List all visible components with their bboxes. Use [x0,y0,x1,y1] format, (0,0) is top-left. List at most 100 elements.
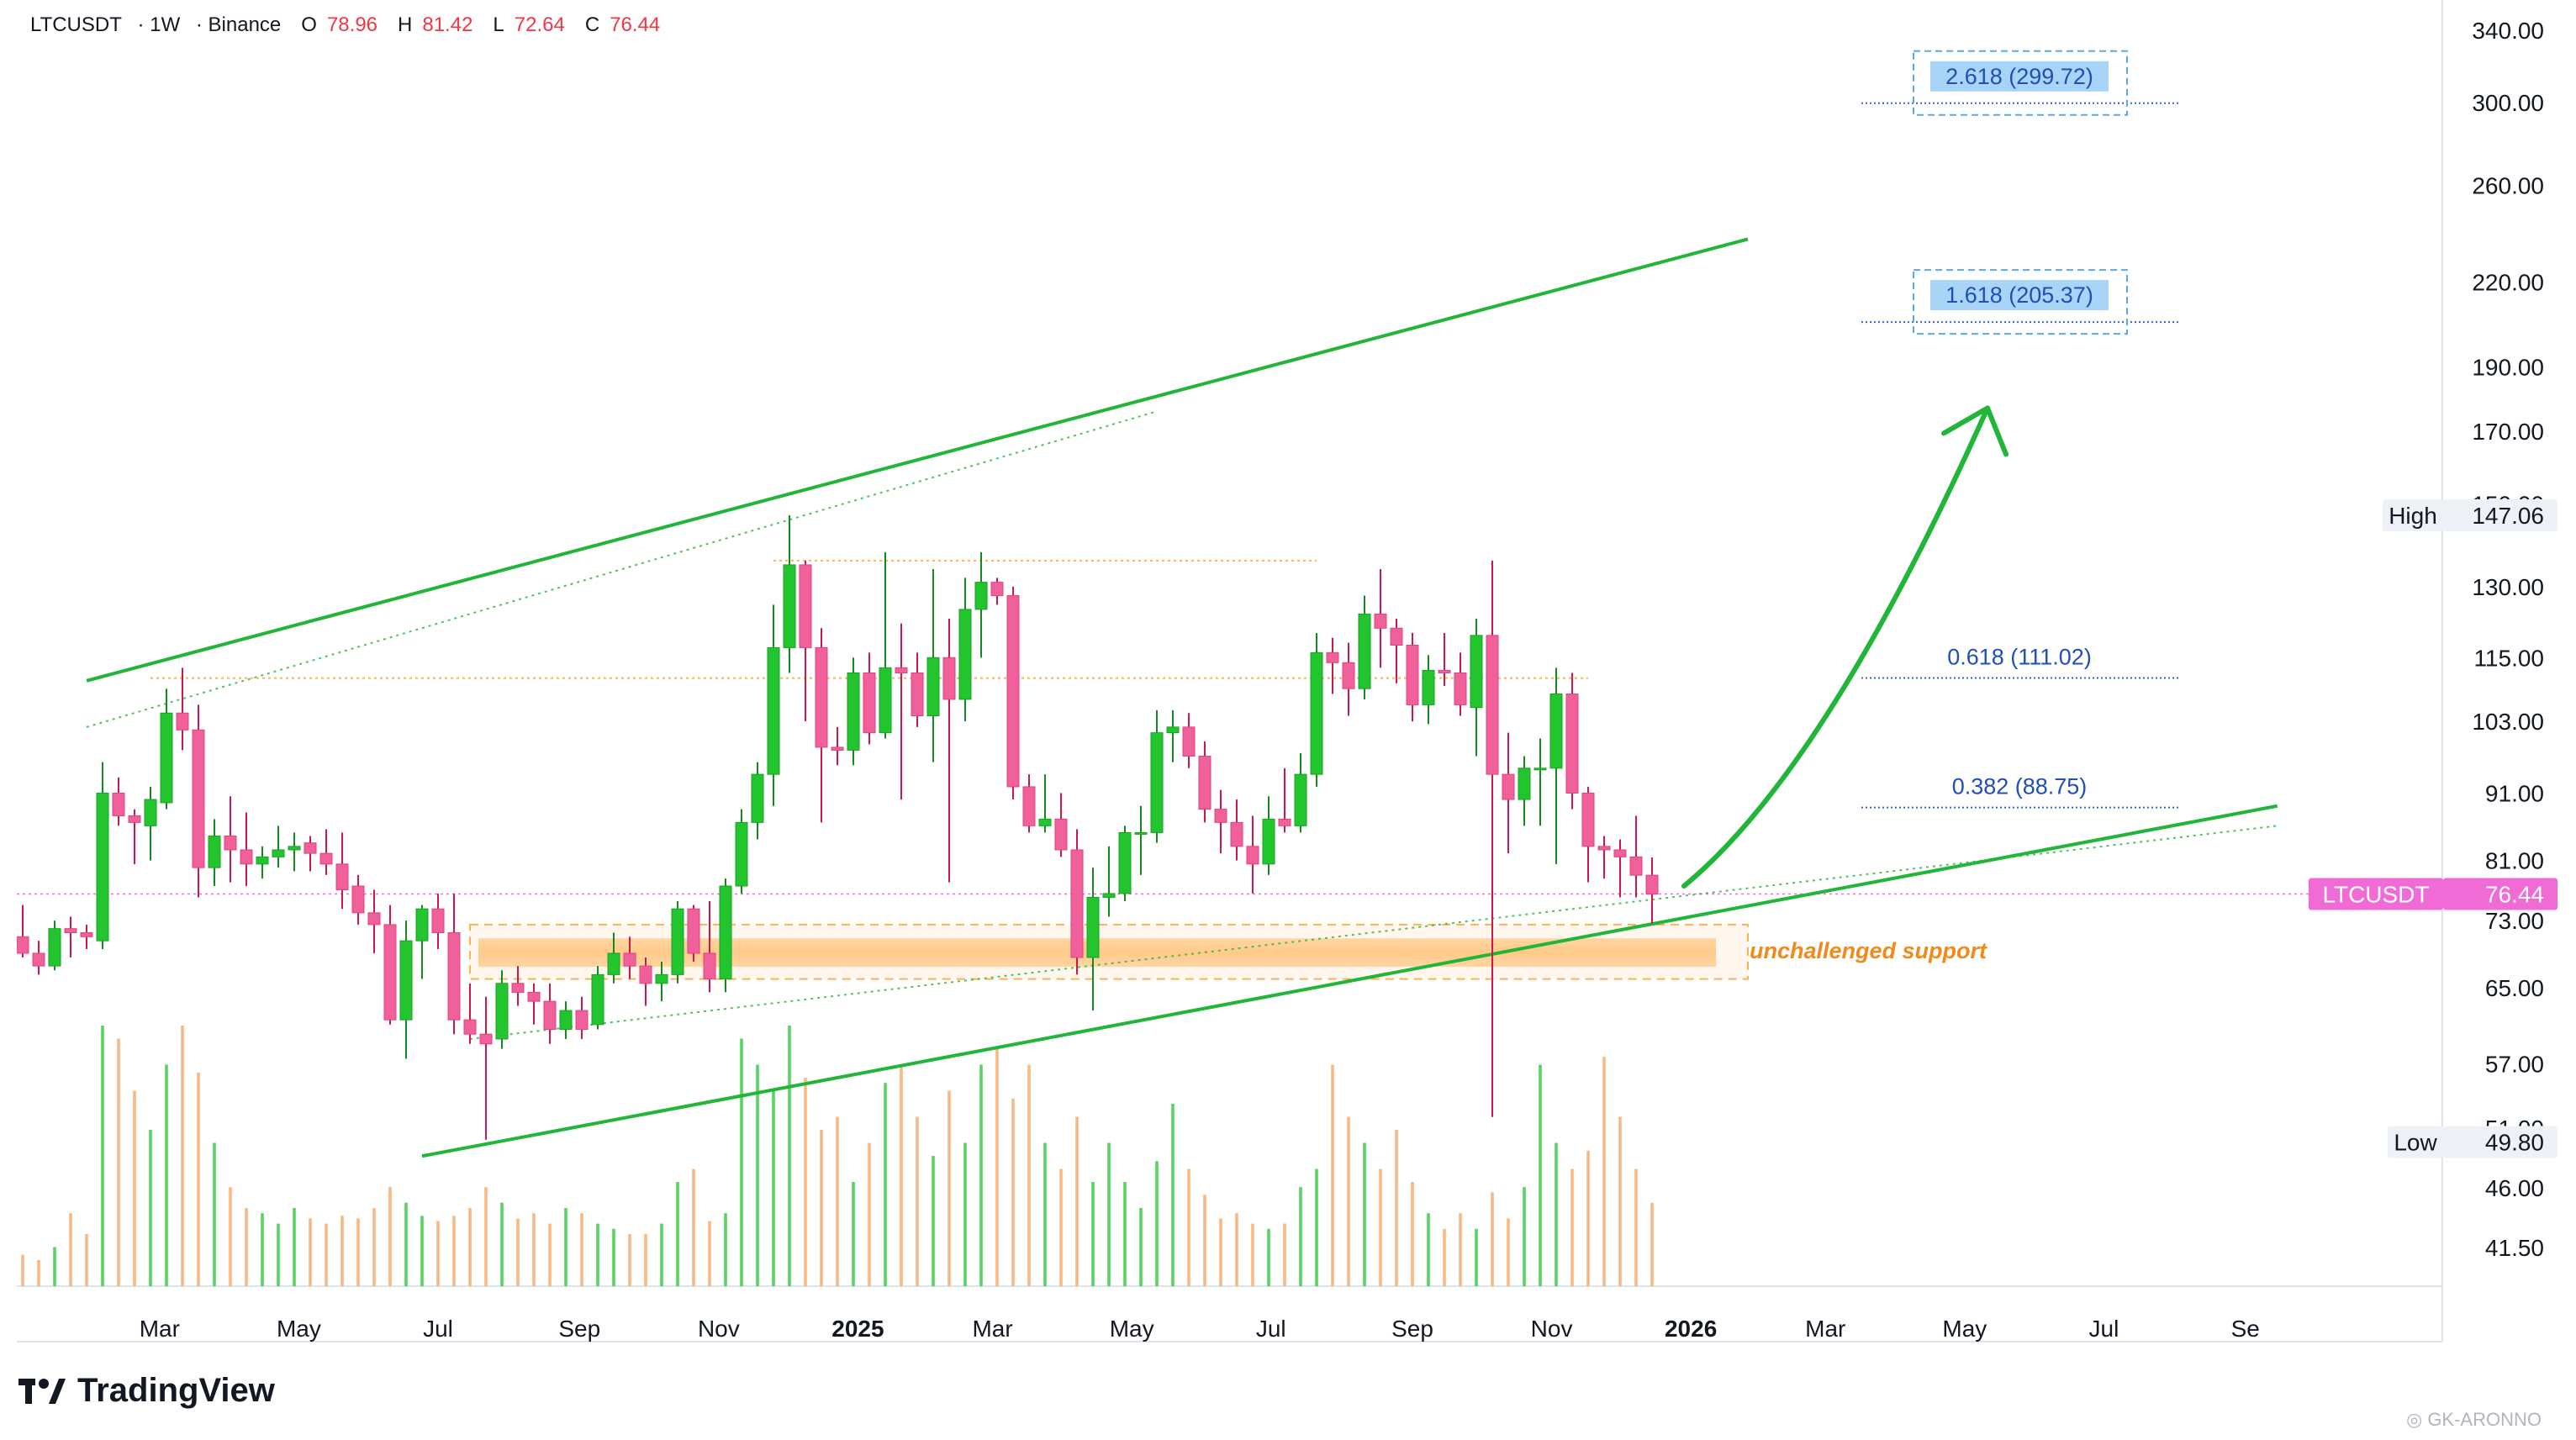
candle-body [1374,613,1387,629]
candle-body [1629,856,1643,876]
candle-body [591,973,604,1026]
candle [1438,632,1451,687]
price-tick-label: 170.00 [2472,419,2544,445]
candle [559,1001,573,1039]
candle-body [719,885,732,980]
volume-bar [293,1208,296,1286]
volume-bar [1235,1213,1238,1286]
volume-bar [1299,1187,1302,1286]
time-tick-label: Sep [1391,1316,1433,1342]
candle [687,905,700,963]
volume-bar [1539,1064,1542,1286]
last-price-tag-value: 76.44 [2485,881,2544,907]
price-tick-label: 220.00 [2472,270,2544,296]
candle-body [479,1033,493,1045]
candle-body [1198,755,1211,810]
volume-bar [1267,1228,1270,1286]
candle [655,962,668,1002]
fib-level: 0.382 (88.75) [1861,774,2181,809]
price-tick-label: 73.00 [2485,908,2544,934]
candle [1182,713,1196,768]
candle-body [319,852,333,865]
volume-bar [53,1247,56,1286]
volume-bar [309,1218,312,1286]
support-zone-label: unchallenged support [1750,938,1987,963]
volume-bar [612,1228,615,1286]
volume-bar [436,1221,440,1286]
candle-body [272,849,285,857]
volume-bar [692,1168,695,1286]
candle-body [1310,651,1323,775]
fib-label: 1.618 (205.37) [1945,282,2093,308]
candle-body [431,908,445,933]
volume-bar [820,1130,823,1286]
candle [1214,789,1227,854]
candle [511,966,525,1006]
volume-bar [1586,1150,1590,1286]
volume-bar [1427,1213,1430,1286]
candle-body [17,936,29,954]
volume-bar [1363,1142,1366,1286]
candle-body [1022,786,1036,826]
candle [17,905,29,957]
candle [1294,752,1307,833]
time-tick-label: Nov [698,1316,740,1342]
candle [240,812,253,886]
time-tick-label: 2025 [831,1316,884,1342]
candle-body [1358,613,1371,689]
candle-body [1502,773,1515,800]
volume-bar [1171,1104,1175,1286]
candle-body [1549,694,1563,769]
candle-body [1613,849,1627,857]
volume-bar [1251,1223,1254,1286]
author-watermark: ◎ GK-ARONNO [2406,1409,2542,1430]
price-tick-label: 260.00 [2472,173,2544,199]
volume-bar [932,1156,935,1286]
time-tick-label: May [1942,1316,1987,1342]
candle-body [847,672,860,751]
volume-bar [404,1202,408,1286]
volume-bar [1507,1218,1510,1286]
candle [176,667,189,751]
candle-body [751,773,764,823]
candle-body [64,928,77,933]
candle [895,623,908,800]
candle-body [575,1010,589,1030]
volume-bar [564,1208,567,1286]
volume-bar [261,1213,264,1286]
volume-bar [1139,1208,1143,1286]
candle [304,836,317,872]
candle [1022,774,1036,833]
candle-body [831,746,844,751]
tradingview-logo[interactable]: TradingView [18,1372,275,1410]
candle [32,941,45,975]
volume-bar [1459,1213,1462,1286]
candle-body [1006,595,1020,788]
candle [1102,846,1116,917]
candle [1358,595,1371,699]
candle [1549,667,1563,864]
fib-box [1913,50,2128,116]
fib-level: 2.618 (299.72) [1861,50,2181,116]
volume-bar [85,1234,88,1286]
volume-bar [660,1223,663,1286]
candle [990,578,1004,605]
volume-bar [963,1142,967,1286]
candle-body [367,912,381,926]
volume-bar [1395,1130,1398,1286]
candle-body [703,952,716,980]
candle [639,957,652,1006]
volume-bar [724,1213,727,1286]
volume-bar [804,1078,807,1286]
candle-body [351,885,365,914]
candle-body [1166,726,1180,734]
volume-bar [756,1064,759,1286]
volume-bar [37,1260,40,1286]
candle [1390,618,1403,683]
price-tick-label: 340.00 [2472,18,2544,44]
volume-bar [995,1046,999,1286]
volume-bar [1107,1142,1111,1286]
volume-bar [596,1223,599,1286]
volume-bar [516,1218,520,1286]
